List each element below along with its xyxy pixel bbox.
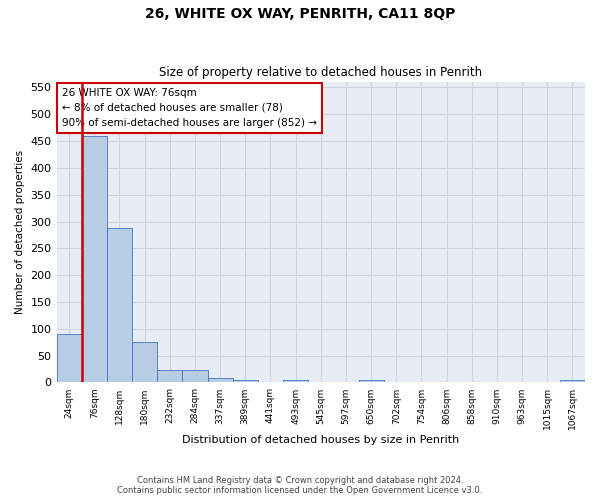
- Bar: [283, 380, 308, 382]
- Bar: [560, 380, 585, 382]
- Bar: [157, 370, 182, 382]
- Text: 26 WHITE OX WAY: 76sqm
← 8% of detached houses are smaller (78)
90% of semi-deta: 26 WHITE OX WAY: 76sqm ← 8% of detached …: [62, 88, 317, 128]
- Bar: [56, 334, 82, 382]
- Title: Size of property relative to detached houses in Penrith: Size of property relative to detached ho…: [159, 66, 482, 80]
- Text: 26, WHITE OX WAY, PENRITH, CA11 8QP: 26, WHITE OX WAY, PENRITH, CA11 8QP: [145, 8, 455, 22]
- Bar: [208, 378, 233, 382]
- X-axis label: Distribution of detached houses by size in Penrith: Distribution of detached houses by size …: [182, 435, 460, 445]
- Bar: [132, 342, 157, 382]
- Text: Contains HM Land Registry data © Crown copyright and database right 2024.
Contai: Contains HM Land Registry data © Crown c…: [118, 476, 482, 495]
- Bar: [107, 228, 132, 382]
- Bar: [182, 370, 208, 382]
- Y-axis label: Number of detached properties: Number of detached properties: [15, 150, 25, 314]
- Bar: [359, 380, 383, 382]
- Bar: [82, 136, 107, 382]
- Bar: [233, 380, 258, 382]
